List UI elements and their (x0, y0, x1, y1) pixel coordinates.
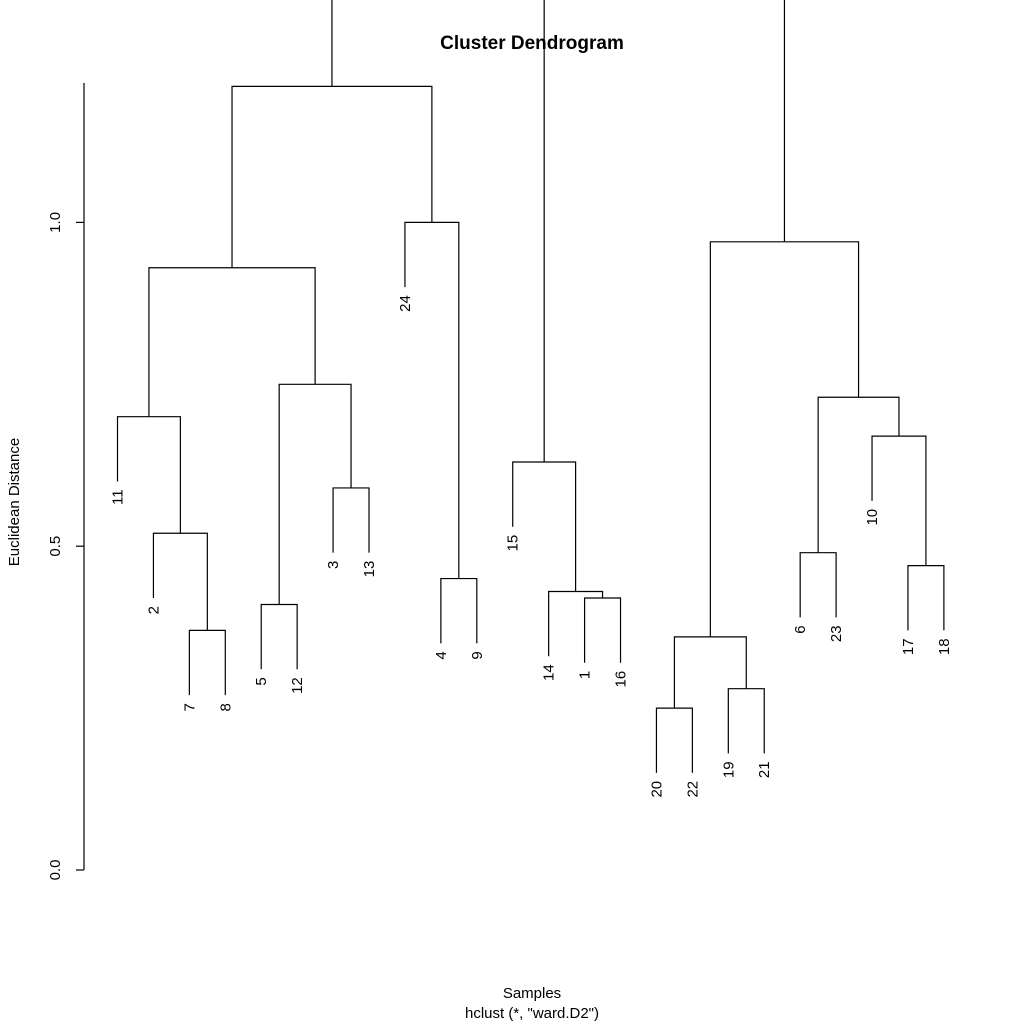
merge-branch (278, 383, 352, 605)
method-subtitle: hclust (*, "ward.D2") (465, 1005, 599, 1022)
y-tick-label: 0.0 (47, 860, 64, 881)
merge-branch (673, 636, 747, 709)
merge-branch (543, 0, 786, 463)
merge-branch (817, 396, 900, 553)
leaf-label: 14 (541, 664, 558, 681)
leaf-label: 7 (181, 703, 198, 711)
leaf-label: 10 (864, 509, 881, 526)
leaf-label: 6 (792, 625, 809, 633)
chart-title: Cluster Dendrogram (440, 33, 624, 54)
leaf-label: 5 (253, 677, 270, 685)
y-axis-label: Euclidean Distance (6, 438, 23, 566)
merge-branch (440, 577, 478, 644)
leaf-label: 24 (397, 295, 414, 312)
leaf-label: 20 (648, 781, 665, 798)
merge-branch (148, 267, 316, 417)
x-axis-label: Samples (503, 985, 561, 1002)
merge-branch (727, 688, 765, 754)
merge-branch (512, 461, 577, 592)
leaf-label: 22 (684, 781, 701, 798)
y-tick-label: 1.0 (47, 212, 64, 233)
y-tick-label: 0.5 (47, 536, 64, 557)
merge-branch (260, 603, 298, 670)
merge-branch (152, 532, 208, 631)
merge-branch (548, 590, 604, 657)
leaf-label: 23 (828, 625, 845, 642)
leaf-label: 13 (361, 561, 378, 578)
y-axis: 0.00.51.01.52.0 (47, 83, 85, 881)
leaf-label: 18 (936, 638, 953, 655)
merge-branch (583, 597, 622, 663)
leaf-label: 1 (577, 671, 594, 679)
leaf-label: 9 (469, 651, 486, 659)
merge-branch (799, 552, 837, 618)
merge-branch (116, 416, 181, 534)
leaf-label: 17 (900, 638, 917, 655)
leaf-label: 11 (110, 489, 127, 505)
merge-branch (404, 221, 460, 579)
leaf-label: 15 (505, 535, 522, 552)
leaf-label: 2 (145, 606, 162, 614)
merge-branch (907, 565, 945, 631)
leaf-label: 12 (289, 677, 306, 694)
dendrogram-branches (116, 0, 945, 773)
leaf-label: 19 (720, 761, 737, 778)
merge-branch (188, 629, 226, 696)
leaf-label: 16 (613, 671, 630, 688)
leaf-label: 8 (217, 703, 234, 711)
merge-branch (655, 707, 693, 773)
merge-branch (231, 85, 433, 268)
merge-branch (332, 487, 370, 553)
y-ticks: 0.00.51.01.52.0 (47, 212, 84, 881)
dendrogram-leaf-labels: 11 2 7 8 5 12 3 13 24 4 9 15 14 1 16 20 22 19 21 6 23 10 17 18 (110, 295, 953, 797)
leaf-label: 4 (433, 651, 450, 659)
merge-branch (871, 435, 927, 566)
leaf-label: 3 (325, 561, 342, 569)
leaf-label: 21 (756, 761, 773, 778)
